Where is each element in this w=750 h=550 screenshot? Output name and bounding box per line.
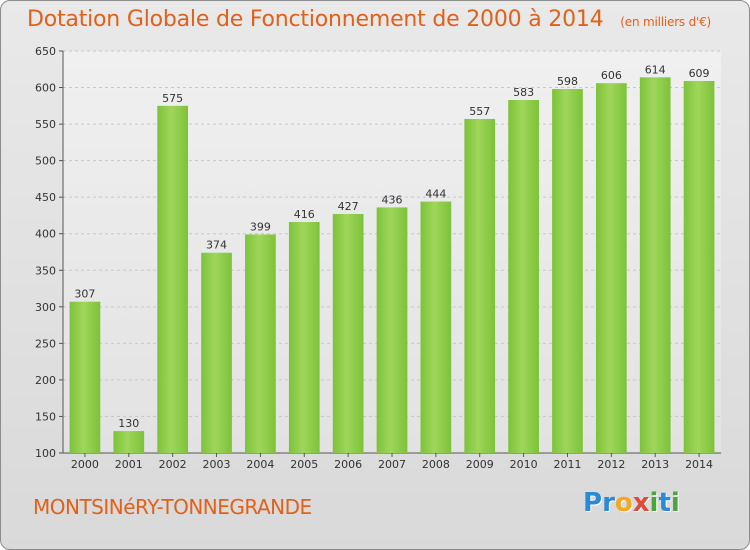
bar — [332, 213, 364, 453]
chart-title-text: Dotation Globale de Fonctionnement de 20… — [27, 7, 604, 32]
bar — [508, 99, 539, 453]
bar — [595, 83, 627, 453]
chart-title: Dotation Globale de Fonctionnement de 20… — [27, 7, 711, 32]
logo-letter: i — [649, 488, 659, 518]
proxiti-logo: Proxiti — [583, 488, 680, 518]
bar — [420, 201, 452, 453]
bar-value-label: 614 — [645, 63, 666, 76]
bar — [683, 80, 715, 453]
bar — [201, 252, 232, 453]
x-tick-label: 2012 — [597, 458, 625, 471]
y-tick-label: 350 — [35, 264, 56, 277]
logo-letter: i — [670, 488, 680, 518]
x-tick-label: 2006 — [334, 458, 362, 471]
bar-value-label: 557 — [469, 105, 490, 118]
x-tick-label: 2002 — [159, 458, 187, 471]
bar-value-label: 575 — [162, 92, 183, 105]
y-tick-label: 400 — [35, 228, 56, 241]
y-tick-label: 550 — [35, 118, 56, 131]
city-name: MONTSINéRY-TONNEGRANDE — [33, 495, 312, 519]
x-tick-label: 2005 — [290, 458, 318, 471]
y-tick-label: 300 — [35, 301, 56, 314]
x-tick-label: 2010 — [510, 458, 538, 471]
y-tick-label: 250 — [35, 337, 56, 350]
x-tick-label: 2001 — [115, 458, 143, 471]
chart-unit: (en milliers d'€) — [620, 15, 712, 29]
bar-value-label: 374 — [206, 239, 227, 252]
bar — [376, 207, 408, 453]
y-tick-label: 100 — [35, 447, 56, 460]
x-tick-label: 2007 — [378, 458, 406, 471]
y-tick-label: 200 — [35, 374, 56, 387]
bar — [552, 89, 583, 454]
x-tick-label: 2011 — [553, 458, 581, 471]
logo-letter: o — [614, 488, 633, 518]
bar — [157, 105, 189, 454]
x-tick-label: 2014 — [685, 458, 713, 471]
y-tick-label: 500 — [35, 155, 56, 168]
bar — [113, 431, 145, 453]
bar-value-label: 307 — [74, 288, 95, 301]
logo-letter: t — [658, 488, 671, 518]
x-tick-label: 2003 — [203, 458, 231, 471]
bar-value-label: 427 — [338, 200, 359, 213]
bar-value-label: 130 — [118, 417, 139, 430]
x-tick-label: 2013 — [641, 458, 669, 471]
bar-value-label: 444 — [425, 188, 446, 201]
bar-value-label: 436 — [382, 193, 403, 206]
y-tick-label: 650 — [35, 45, 56, 58]
logo-letter: r — [602, 488, 615, 518]
bar-value-label: 399 — [250, 220, 271, 233]
x-tick-label: 2009 — [466, 458, 494, 471]
y-tick-label: 150 — [35, 410, 56, 423]
bar-value-label: 416 — [294, 208, 315, 221]
x-tick-label: 2004 — [246, 458, 274, 471]
x-tick-label: 2008 — [422, 458, 450, 471]
y-tick-label: 600 — [35, 82, 56, 95]
bar — [288, 222, 320, 453]
bar-value-label: 606 — [601, 69, 622, 82]
bar — [69, 301, 101, 453]
bar — [245, 234, 276, 453]
bar-value-label: 598 — [557, 75, 578, 88]
bar-value-label: 583 — [513, 86, 534, 99]
bar — [464, 118, 496, 453]
bar — [639, 77, 671, 453]
logo-letter: x — [632, 488, 650, 518]
bar-value-label: 609 — [689, 67, 710, 80]
x-tick-label: 2000 — [71, 458, 99, 471]
y-tick-label: 450 — [35, 191, 56, 204]
logo-letter: P — [583, 488, 603, 518]
